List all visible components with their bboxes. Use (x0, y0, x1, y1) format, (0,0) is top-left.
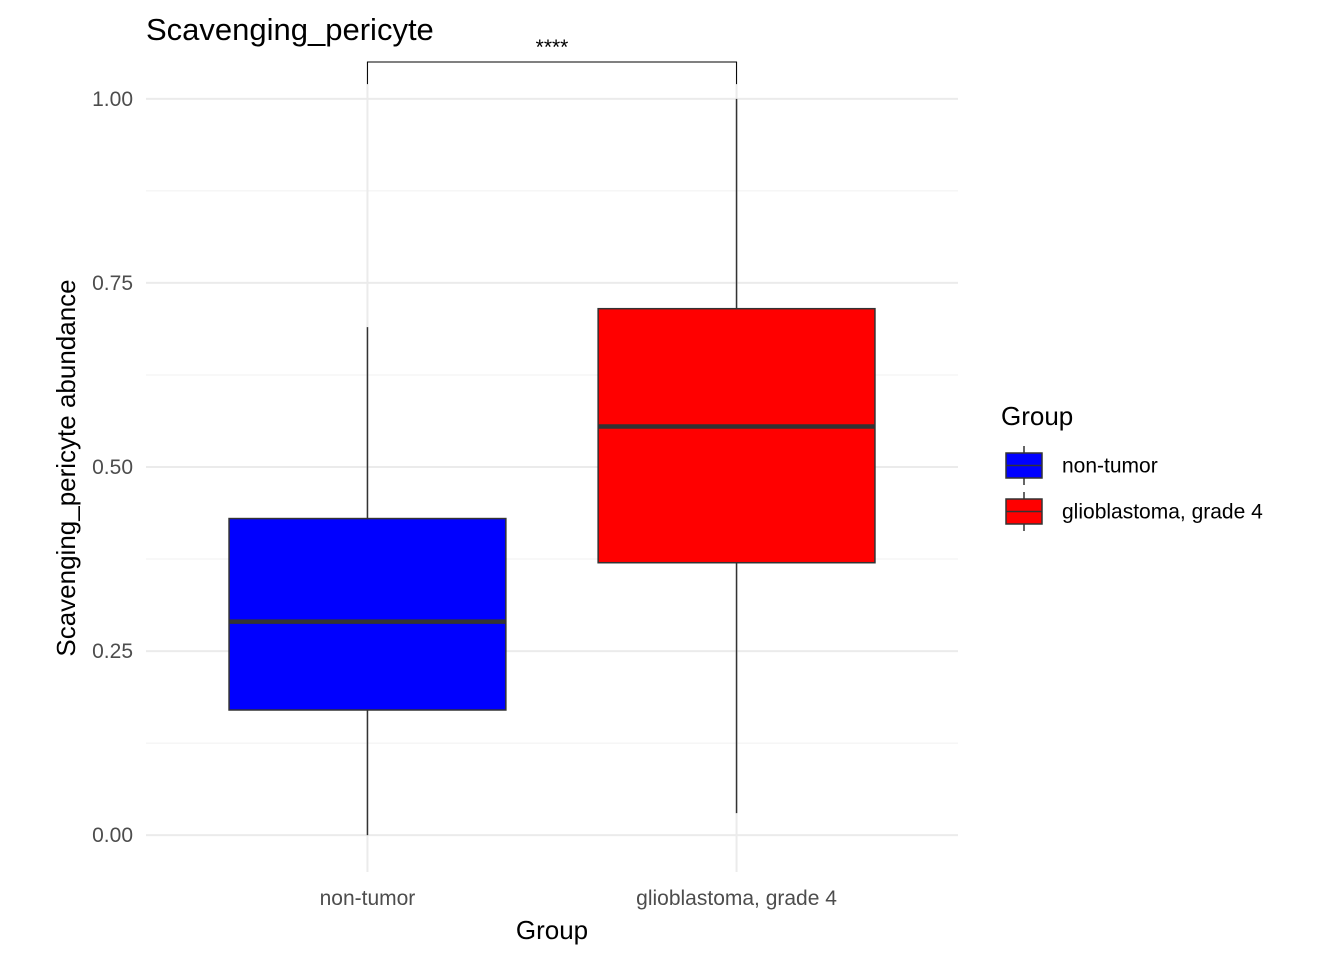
legend-item: non-tumor (1005, 446, 1158, 485)
x-axis-title: Group (516, 915, 588, 945)
box-0 (228, 327, 507, 836)
legend-item: glioblastoma, grade 4 (1005, 492, 1263, 531)
x-axis-ticks: non-tumor glioblastoma, grade 4 (320, 887, 838, 910)
legend-items: non-tumor glioblastoma, grade 4 (1005, 446, 1263, 531)
legend-label: glioblastoma, grade 4 (1062, 501, 1263, 524)
significance-bracket: **** (366, 36, 738, 85)
y-axis-ticks: 0.00 0.25 0.50 0.75 1.00 (92, 88, 133, 847)
box-1 (597, 98, 876, 814)
legend-title: Group (1001, 401, 1073, 431)
y-tick-label: 0.75 (92, 272, 133, 295)
significance-label: **** (536, 36, 569, 59)
y-tick-label: 0.25 (92, 640, 133, 663)
legend-label: non-tumor (1062, 455, 1158, 478)
boxes (228, 98, 876, 836)
box-body (597, 307, 876, 564)
x-tick-label: non-tumor (320, 887, 416, 910)
significance-line (366, 61, 738, 85)
box-body (228, 517, 507, 711)
y-axis-title: Scavenging_pericyte abundance (51, 279, 81, 656)
chart-title: Scavenging_pericyte (146, 12, 434, 47)
y-tick-label: 1.00 (92, 88, 133, 111)
legend: Group non-tumor glioblastoma, grade 4 (1001, 401, 1263, 531)
y-tick-label: 0.50 (92, 456, 133, 479)
x-tick-label: glioblastoma, grade 4 (636, 887, 837, 910)
y-tick-label: 0.00 (92, 824, 133, 847)
